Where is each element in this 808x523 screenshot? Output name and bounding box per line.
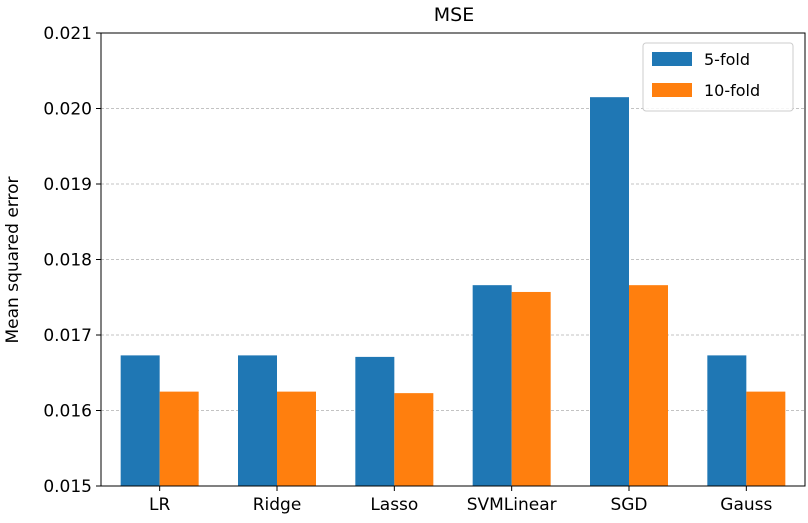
bar-sgd-10-fold [629,285,668,486]
y-tick-label: 0.021 [43,24,92,44]
y-tick-label: 0.017 [43,326,92,346]
bars [120,97,786,487]
legend-label: 5-fold [704,50,750,69]
bar-lr-10-fold [159,391,199,486]
y-tick-label: 0.020 [43,100,92,120]
bar-sgd-5-fold [590,97,629,487]
bar-ridge-10-fold [277,391,316,486]
bar-lr-5-fold [120,355,160,486]
y-tick-label: 0.016 [43,402,92,422]
bar-gauss-5-fold [707,355,747,486]
y-axis-label: Mean squared error [3,177,23,344]
x-axis: LR Ridge Lasso SVMLinear SGD Gauss [149,486,773,515]
bar-svmlinear-5-fold [472,285,512,486]
bar-lasso-5-fold [355,356,395,486]
x-tick-label: Gauss [720,495,772,515]
legend-label: 10-fold [704,81,760,100]
bar-lasso-10-fold [394,393,434,486]
x-tick-label: SVMLinear [467,495,557,515]
legend-swatch [652,83,692,97]
bar-svmlinear-10-fold [511,291,551,486]
legend-swatch [652,52,692,66]
x-tick-label: Ridge [253,495,302,515]
x-tick-label: LR [149,495,170,515]
y-tick-label: 0.015 [43,477,92,497]
y-axis: 0.015 0.016 0.017 0.018 0.019 0.020 0.021 [43,24,101,497]
x-tick-label: SGD [610,495,647,515]
y-tick-label: 0.019 [43,175,92,195]
y-tick-label: 0.018 [43,251,92,271]
x-tick-label: Lasso [370,495,418,515]
chart-title: MSE [434,4,474,26]
bar-ridge-5-fold [238,355,277,486]
legend: 5-fold 10-fold [642,42,794,112]
gridlines [101,108,805,411]
bar-gauss-10-fold [746,391,786,486]
